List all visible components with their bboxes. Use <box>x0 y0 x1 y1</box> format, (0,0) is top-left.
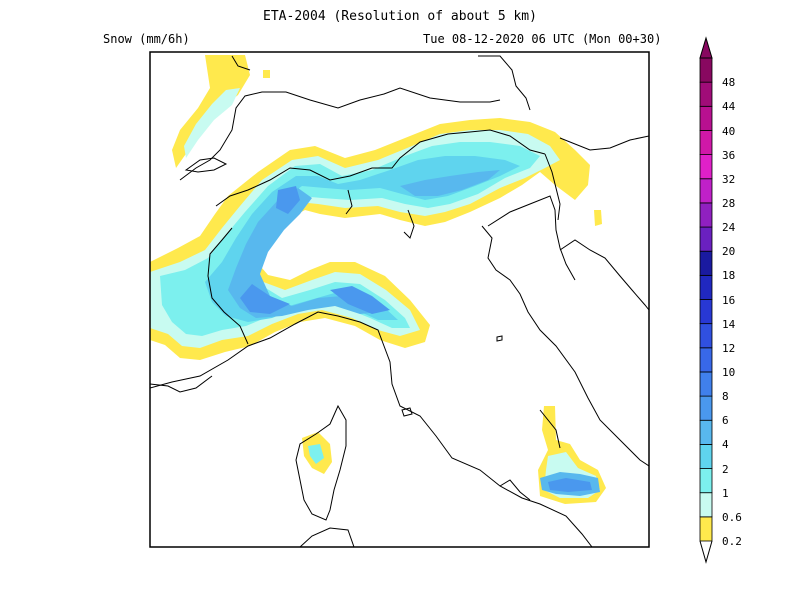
lake <box>345 189 353 215</box>
colorbar-box <box>699 492 713 518</box>
colorbar-box <box>699 178 713 204</box>
colorbar-box <box>699 347 713 373</box>
colorbar-label: 4 <box>722 438 729 452</box>
island-coast <box>401 407 413 417</box>
colorbar-label: 8 <box>722 390 729 404</box>
island-coast <box>496 335 503 342</box>
colorbar-label: 12 <box>722 341 736 355</box>
colorbar-box <box>699 371 713 397</box>
coastline <box>299 527 355 547</box>
colorbar-label: 10 <box>722 366 736 379</box>
snow-area-yellow <box>594 210 602 226</box>
snow-area-1-2 <box>308 444 324 464</box>
coastline <box>487 195 576 281</box>
colorbar-box <box>699 395 713 421</box>
colorbar-label: 28 <box>722 196 736 210</box>
colorbar-box <box>699 130 713 155</box>
map-frame <box>149 51 650 548</box>
snow-area-yellow <box>263 70 270 78</box>
coastline <box>481 225 649 467</box>
snow-area-6-8 <box>330 286 390 314</box>
coastline <box>499 479 531 501</box>
colorbar-label: 16 <box>722 293 736 307</box>
lake <box>403 209 415 239</box>
lake <box>184 157 228 173</box>
colorbar-label: 1 <box>722 486 729 500</box>
country-border <box>544 153 561 221</box>
coastline <box>295 404 347 521</box>
colorbar-box <box>699 516 713 542</box>
country-border <box>559 135 649 151</box>
snow-field <box>150 55 606 504</box>
colorbar-label: 36 <box>722 148 736 162</box>
colorbar-box <box>699 202 713 228</box>
snow-area-6-8 <box>276 186 300 214</box>
country-border <box>539 409 561 449</box>
country-border <box>478 55 531 111</box>
colorbar-label: 18 <box>722 269 736 283</box>
coastline <box>559 239 649 311</box>
colorbar-label: 32 <box>722 172 736 186</box>
colorbar-label: 0.2 <box>722 535 742 548</box>
snow-area-6-8 <box>548 478 592 492</box>
colorbar-box <box>699 468 713 494</box>
colorbar-box <box>699 323 713 349</box>
colorbar-label: 44 <box>722 100 736 114</box>
colorbar-box <box>699 105 713 131</box>
colorbar-box <box>699 81 713 107</box>
coastline <box>150 311 593 547</box>
colorbar-label: 14 <box>722 317 736 331</box>
country-border <box>215 129 546 207</box>
country-border <box>231 55 251 71</box>
colorbar-box <box>699 299 713 325</box>
colorbar-label: 2 <box>722 462 729 476</box>
snow-area-4-6 <box>400 170 500 196</box>
colorbar-label: 48 <box>722 76 736 90</box>
valid-time-label: Tue 08-12-2020 06 UTC (Mon 00+30) <box>423 32 662 46</box>
colorbar-arrow-bottom <box>699 540 713 564</box>
colorbar <box>699 57 713 542</box>
colorbar-box <box>699 154 713 180</box>
coastline <box>150 375 213 393</box>
snow-area-4-6 <box>228 188 380 318</box>
chart-title: ETA-2004 (Resolution of about 5 km) <box>263 9 537 24</box>
colorbar-box <box>699 57 713 83</box>
colorbar-box <box>699 274 713 300</box>
colorbar-label: 24 <box>722 221 736 235</box>
country-border <box>179 87 501 181</box>
variable-label: Snow (mm/6h) <box>103 32 190 46</box>
colorbar-label: 20 <box>722 245 736 259</box>
colorbar-label: 0.6 <box>722 510 742 524</box>
colorbar-arrow-top <box>699 36 713 59</box>
colorbar-label: 6 <box>722 414 729 428</box>
colorbar-box <box>699 443 713 469</box>
colorbar-label: 40 <box>722 124 736 138</box>
coastlines <box>150 55 649 547</box>
snow-area-6-8 <box>240 284 290 314</box>
colorbar-box <box>699 419 713 445</box>
colorbar-box <box>699 226 713 252</box>
country-border <box>207 227 249 345</box>
snow-area-lt1 <box>184 88 240 158</box>
colorbar-box <box>699 250 713 276</box>
